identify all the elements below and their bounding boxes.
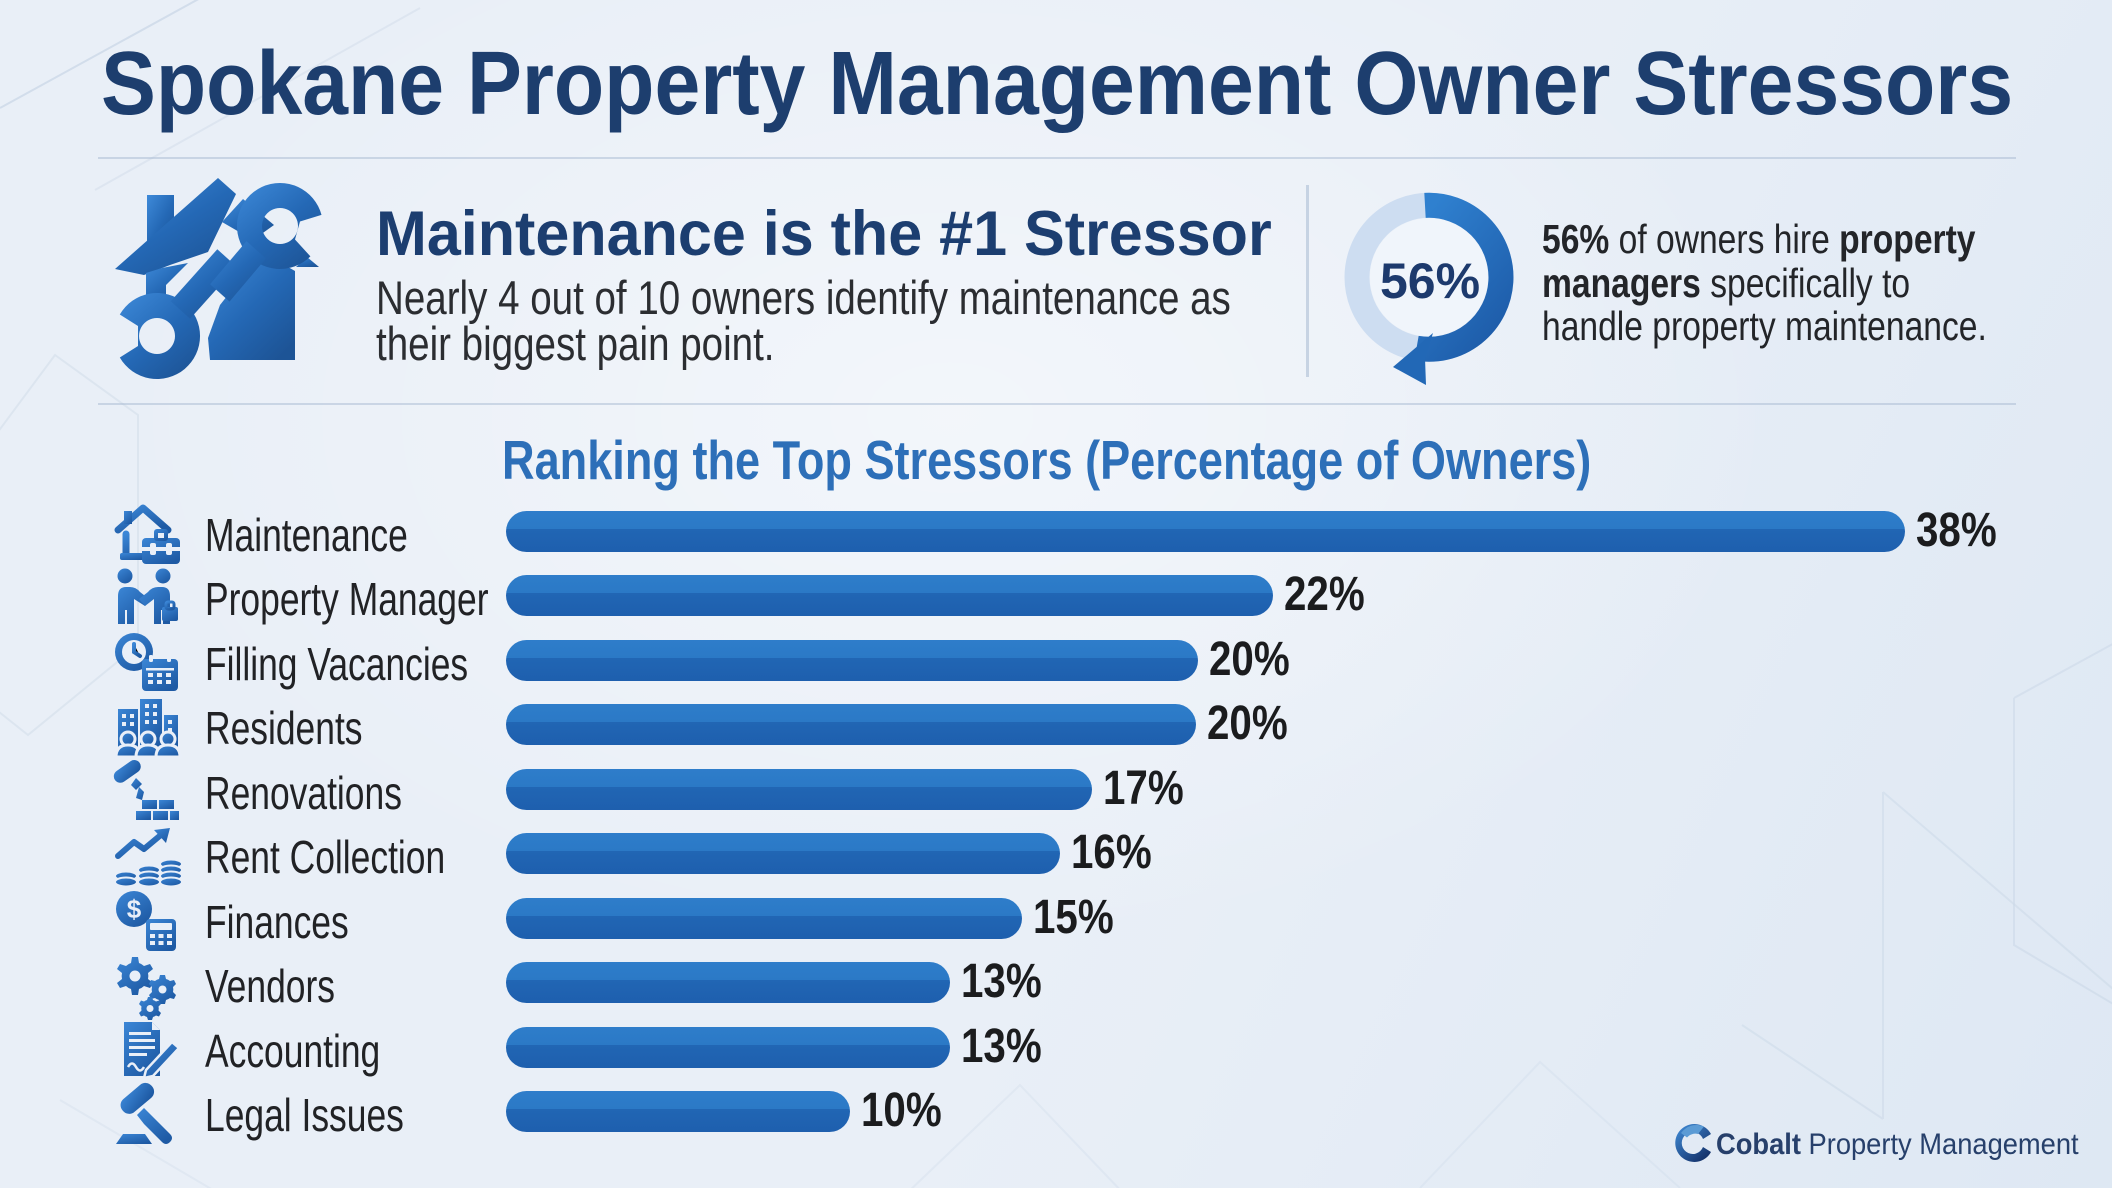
- svg-text:$: $: [127, 894, 142, 924]
